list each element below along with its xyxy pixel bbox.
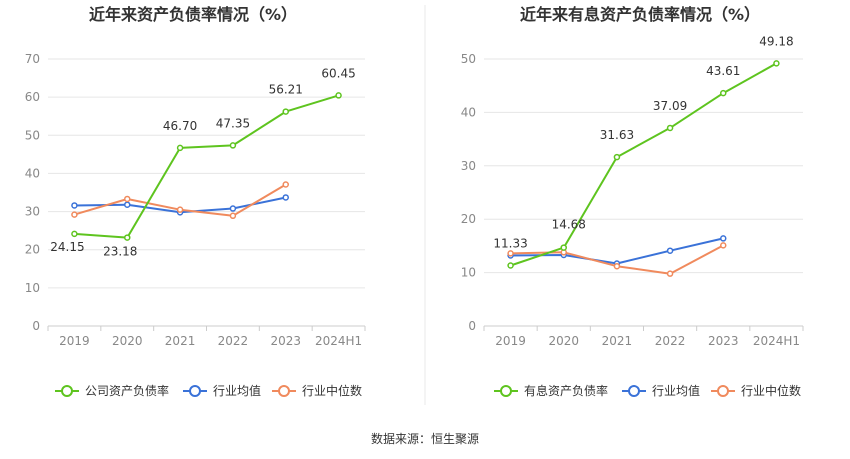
legend-item: 行业均值 — [622, 383, 700, 398]
data-point — [773, 60, 780, 67]
data-point — [71, 202, 78, 209]
y-tick-label: 40 — [25, 166, 40, 180]
data-label: 37.09 — [653, 99, 687, 113]
y-tick-label: 70 — [25, 52, 40, 66]
data-label: 31.63 — [600, 128, 634, 142]
x-tick-label: 2020 — [548, 334, 579, 348]
y-tick-label: 40 — [461, 105, 476, 119]
legend-marker — [500, 385, 512, 397]
y-tick-label: 0 — [468, 319, 476, 333]
data-point — [176, 206, 184, 213]
data-point — [720, 235, 727, 242]
data-label: 60.45 — [321, 66, 355, 80]
data-point — [71, 211, 78, 218]
legend-marker — [717, 385, 729, 397]
chart-panel-1: 近年来资产负债率情况（%） 0 10 20 30 40 50 60 70 2019 2020 2021… — [25, 5, 366, 398]
series-line — [510, 62, 777, 267]
y-tick-label: 20 — [25, 243, 40, 257]
legend-item: 行业均值 — [183, 383, 261, 398]
data-label: 56.21 — [269, 83, 303, 97]
legend-label: 公司资产负债率 — [85, 383, 169, 398]
data-label: 47.35 — [216, 116, 250, 130]
x-tick-label: 2019 — [495, 334, 526, 348]
x-tick-label: 2023 — [708, 334, 739, 348]
legend-item: 有息资产负债率 — [494, 383, 608, 398]
series-line — [510, 244, 724, 275]
data-point — [124, 195, 131, 203]
y-tick-label: 60 — [25, 90, 40, 104]
legend-label: 行业中位数 — [302, 383, 362, 398]
data-point — [229, 205, 237, 212]
data-point — [507, 262, 514, 269]
chart-title: 近年来资产负债率情况（%） — [89, 5, 297, 24]
data-point — [613, 262, 621, 270]
y-tick-label: 50 — [25, 128, 40, 142]
legend-marker — [189, 385, 201, 397]
x-tick-label: 2021 — [602, 334, 633, 348]
chart-panel-2: 近年来有息资产负债率情况（%） 0 10 20 30 40 50 2019 2020 2021 20… — [461, 5, 804, 398]
x-tick-label: 2020 — [112, 334, 143, 348]
data-point — [720, 89, 727, 97]
legend-marker — [61, 385, 73, 397]
data-point — [229, 142, 237, 149]
legend-label: 有息资产负债率 — [524, 383, 608, 398]
legend-label: 行业中位数 — [741, 383, 801, 398]
legend-item: 公司资产负债率 — [55, 383, 169, 398]
legend-item: 行业中位数 — [711, 383, 801, 398]
x-tick-label: 2022 — [655, 334, 686, 348]
source-note: 数据来源：恒生聚源 — [371, 431, 479, 446]
data-point — [666, 247, 674, 254]
data-point — [507, 250, 514, 257]
x-tick-label: 2019 — [59, 334, 90, 348]
chart-title: 近年来有息资产负债率情况（%） — [520, 5, 760, 24]
x-tick-label: 2024H1 — [753, 334, 800, 348]
data-label: 11.33 — [493, 236, 527, 250]
legend-marker — [628, 385, 640, 397]
x-tick-label: 2024H1 — [315, 334, 362, 348]
data-point — [613, 153, 621, 161]
legend-label: 行业均值 — [213, 383, 261, 398]
data-point — [176, 144, 184, 152]
data-label: 14.68 — [552, 218, 586, 232]
series-line — [510, 237, 724, 265]
data-label: 46.70 — [163, 119, 197, 133]
y-tick-label: 10 — [461, 266, 476, 280]
y-tick-label: 20 — [461, 212, 476, 226]
data-label: 43.61 — [706, 64, 740, 78]
data-point — [560, 244, 567, 251]
data-point — [71, 230, 78, 238]
data-label: 49.18 — [759, 34, 793, 48]
data-point — [666, 270, 674, 277]
y-tick-label: 10 — [25, 281, 40, 295]
y-tick-label: 30 — [25, 205, 40, 219]
data-point — [282, 194, 289, 201]
y-tick-label: 30 — [461, 159, 476, 173]
data-point — [124, 234, 131, 241]
data-label: 23.18 — [103, 245, 137, 259]
series-line — [74, 94, 339, 239]
y-tick-label: 50 — [461, 52, 476, 66]
data-point — [666, 124, 674, 132]
data-point — [124, 201, 131, 208]
legend-item: 行业中位数 — [272, 383, 362, 398]
legend-marker — [278, 385, 290, 397]
data-label: 24.15 — [50, 240, 84, 254]
data-point — [720, 242, 727, 249]
data-point — [335, 92, 342, 99]
x-tick-label: 2023 — [270, 334, 301, 348]
legend-label: 行业均值 — [652, 383, 700, 398]
data-point — [282, 108, 289, 115]
y-tick-label: 0 — [32, 319, 40, 333]
data-point — [282, 181, 289, 188]
data-point — [229, 212, 237, 220]
x-tick-label: 2021 — [165, 334, 196, 348]
x-tick-label: 2022 — [218, 334, 249, 348]
